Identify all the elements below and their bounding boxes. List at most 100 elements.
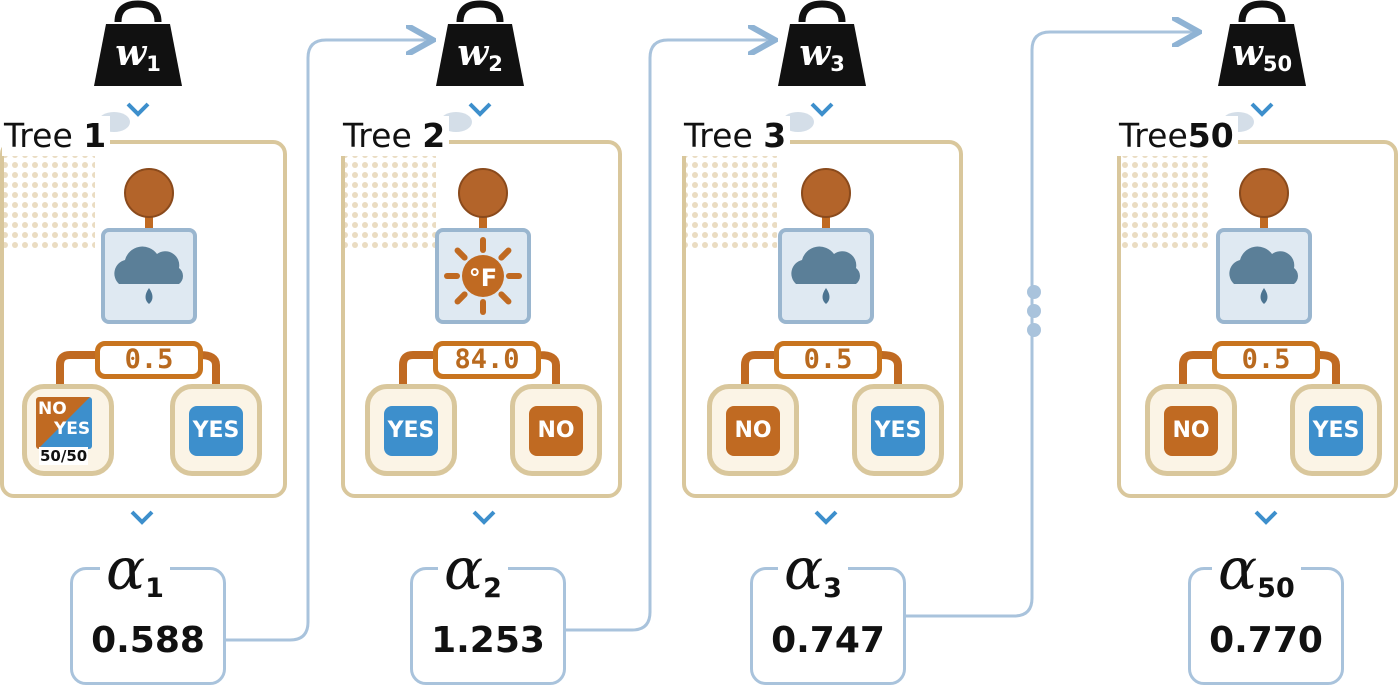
branch-left bbox=[1179, 351, 1212, 388]
root-node-icon bbox=[458, 168, 508, 218]
tree-stage-3-graphics bbox=[682, 0, 963, 525]
tree-label: Tree50 bbox=[1117, 116, 1238, 156]
leaf-node-right: YES bbox=[1290, 384, 1382, 476]
alpha-label: α1 bbox=[100, 538, 170, 608]
alpha-value: 0.747 bbox=[771, 620, 885, 661]
chevron-down-icon bbox=[130, 510, 154, 525]
tree-label: Tree 1 bbox=[2, 116, 111, 156]
alpha-index: 1 bbox=[145, 573, 164, 604]
tree-prefix: Tree bbox=[4, 116, 73, 155]
alpha-label: α50 bbox=[1212, 538, 1301, 608]
root-node-icon bbox=[124, 168, 174, 218]
weight-bag-icon bbox=[1218, 0, 1306, 86]
dotted-texture bbox=[1117, 150, 1212, 250]
weight-label: w50 bbox=[1217, 28, 1307, 83]
alpha-index: 50 bbox=[1257, 573, 1295, 604]
dotted-texture bbox=[682, 150, 777, 250]
tree-box bbox=[341, 140, 622, 498]
temperature-sun-icon: °F bbox=[435, 228, 531, 324]
alpha-label: α2 bbox=[438, 538, 508, 608]
dotted-texture bbox=[0, 150, 95, 250]
yes-prediction-badge: YES bbox=[871, 406, 925, 456]
split-no-label: NO bbox=[38, 399, 67, 419]
leaf-node-left: NO bbox=[707, 384, 799, 476]
no-prediction-badge: NO bbox=[726, 406, 780, 456]
weight-letter: w bbox=[115, 32, 147, 74]
connector-1-to-2 bbox=[222, 40, 430, 642]
branch-left bbox=[56, 351, 95, 388]
root-node-icon bbox=[801, 168, 851, 218]
chevron-down-icon bbox=[814, 510, 838, 525]
svg-text:°F: °F bbox=[469, 264, 497, 292]
weight-bag-icon bbox=[94, 0, 182, 86]
rain-cloud-icon bbox=[1216, 228, 1312, 324]
chevron-down-icon bbox=[472, 510, 496, 525]
tree-box bbox=[0, 140, 287, 498]
split-prediction-badge: NO YES bbox=[36, 397, 92, 449]
leaf-node-left: NO bbox=[1145, 384, 1237, 476]
rain-cloud-icon bbox=[101, 228, 197, 324]
leaf-node-right: YES bbox=[170, 384, 262, 476]
chevron-down-icon bbox=[126, 102, 150, 117]
branch-left bbox=[399, 351, 433, 388]
weight-label: w3 bbox=[777, 28, 867, 83]
alpha-value: 0.588 bbox=[91, 620, 205, 661]
yes-prediction-badge: YES bbox=[189, 406, 243, 456]
yes-prediction-badge: YES bbox=[1309, 406, 1363, 456]
tree-stage-2-graphics: °F bbox=[341, 0, 622, 525]
tree-box bbox=[682, 140, 963, 498]
weight-label: w1 bbox=[93, 28, 183, 83]
split-yes-label: YES bbox=[54, 419, 91, 439]
threshold-value: 84.0 bbox=[433, 341, 541, 379]
chevron-down-icon bbox=[468, 102, 492, 117]
chevron-down-icon bbox=[810, 102, 834, 117]
alpha-symbol: α bbox=[444, 535, 484, 603]
alpha-value: 1.253 bbox=[431, 620, 545, 661]
tree-number: 50 bbox=[1187, 116, 1234, 155]
chevron-down-icon bbox=[1254, 510, 1278, 525]
weight-index: 2 bbox=[488, 52, 503, 76]
weight-letter: w bbox=[457, 32, 489, 74]
leaf-node-right: YES bbox=[852, 384, 944, 476]
leaf-node-left: NO YES 50/50 bbox=[22, 384, 114, 476]
weight-label: w2 bbox=[435, 28, 525, 83]
yes-prediction-badge: YES bbox=[384, 406, 438, 456]
leaf-node-left: YES bbox=[365, 384, 457, 476]
leaf-node-right: NO bbox=[510, 384, 602, 476]
weight-letter: w bbox=[799, 32, 831, 74]
vertical-ellipsis-icon bbox=[1027, 285, 1041, 337]
no-prediction-badge: NO bbox=[529, 406, 583, 456]
weight-bag-icon bbox=[778, 0, 866, 86]
alpha-label: α3 bbox=[778, 538, 848, 608]
branch-left bbox=[741, 351, 774, 388]
connector-2-to-3 bbox=[562, 40, 772, 632]
weight-index: 50 bbox=[1262, 52, 1293, 76]
tree-label: Tree 2 bbox=[341, 116, 450, 156]
threshold-value: 0.5 bbox=[95, 341, 203, 379]
alpha-symbol: α bbox=[1218, 535, 1258, 603]
weight-letter: w bbox=[1231, 32, 1263, 74]
dotted-texture bbox=[341, 150, 436, 250]
branch-right bbox=[1319, 351, 1340, 388]
root-node-icon bbox=[1239, 168, 1289, 218]
tree-prefix: Tree bbox=[343, 116, 412, 155]
alpha-symbol: α bbox=[106, 535, 146, 603]
tree-stage-50-graphics bbox=[1117, 0, 1398, 525]
alpha-value: 0.770 bbox=[1209, 620, 1323, 661]
tree-number: 2 bbox=[422, 116, 446, 155]
tree-number: 1 bbox=[83, 116, 107, 155]
branch-right bbox=[881, 351, 902, 388]
rain-cloud-icon bbox=[778, 228, 874, 324]
no-prediction-badge: NO bbox=[1164, 406, 1218, 456]
weight-bag-icon bbox=[436, 0, 524, 86]
tree-box bbox=[1117, 140, 1398, 498]
tree-label: Tree 3 bbox=[682, 116, 791, 156]
chevron-down-icon bbox=[1250, 102, 1274, 117]
alpha-symbol: α bbox=[784, 535, 824, 603]
weight-index: 1 bbox=[146, 52, 161, 76]
threshold-value: 0.5 bbox=[1212, 341, 1320, 379]
alpha-index: 2 bbox=[483, 573, 502, 604]
alpha-index: 3 bbox=[823, 573, 842, 604]
tree-number: 3 bbox=[763, 116, 787, 155]
weight-index: 3 bbox=[830, 52, 845, 76]
